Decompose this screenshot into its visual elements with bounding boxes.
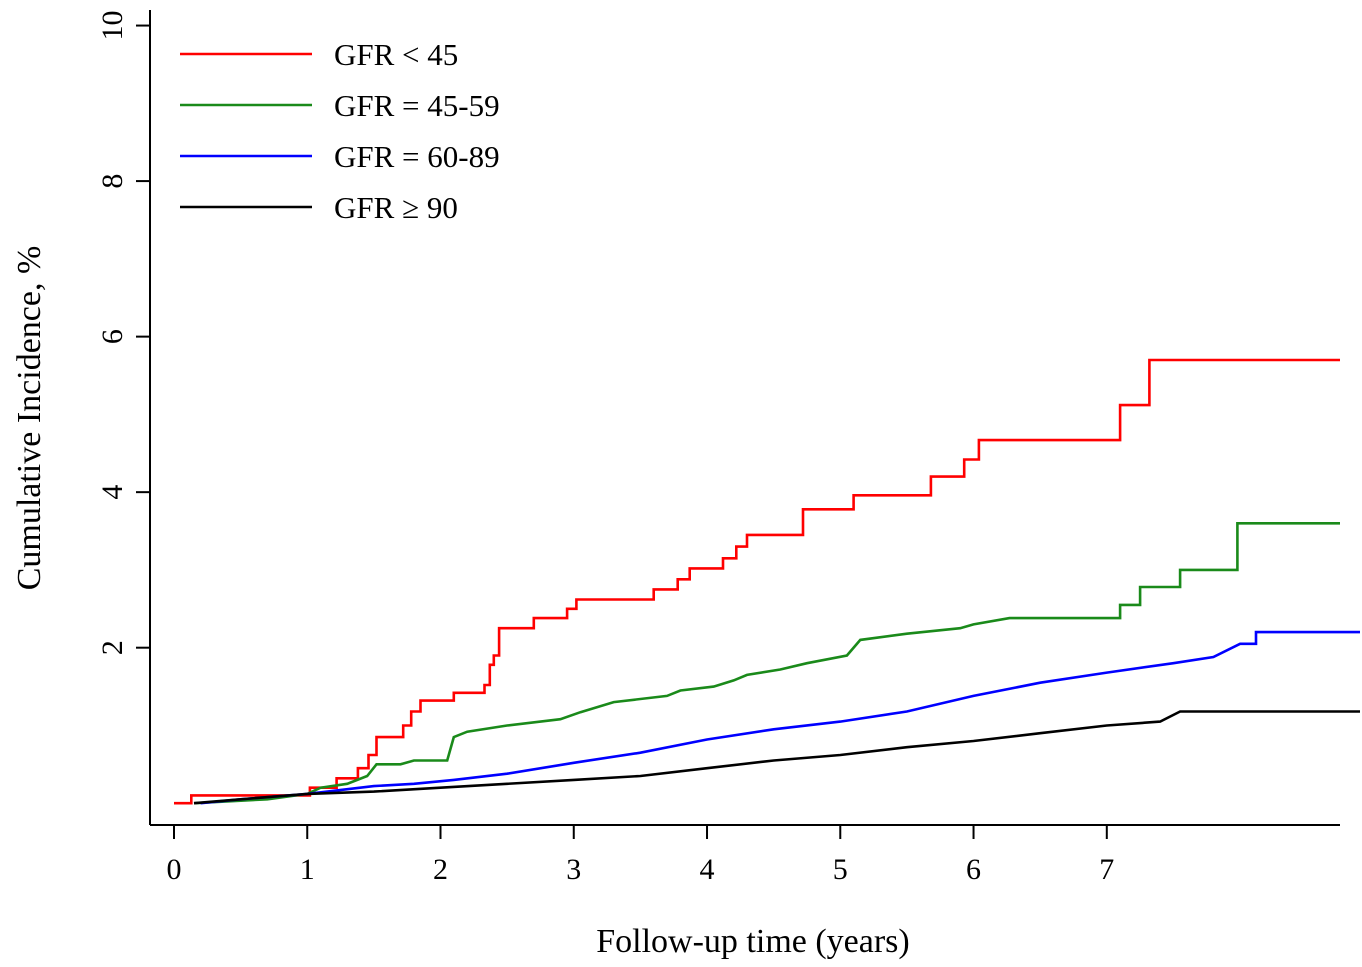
x-axis-title: Follow-up time (years) (596, 923, 910, 960)
series-layer (174, 358, 1360, 805)
y-tick-label: 10 (96, 11, 129, 41)
y-tick-label: 4 (96, 485, 129, 500)
legend-label: GFR < 45 (334, 37, 458, 72)
x-tick-label: 0 (166, 853, 181, 886)
series-line-1 (174, 358, 1340, 805)
y-tick-label: 2 (96, 640, 129, 655)
y-tick-label: 6 (96, 329, 129, 344)
axes: 0 1 2 3 4 5 6 7 2 4 6 8 10 (96, 10, 1340, 886)
x-tick-label: 7 (1099, 853, 1114, 886)
x-tick-label: 2 (433, 853, 448, 886)
y-tick-label: 8 (96, 174, 129, 189)
x-tick-label: 4 (700, 853, 715, 886)
series-line-4 (193, 710, 1360, 805)
x-tick-label: 1 (300, 853, 315, 886)
series-line-2 (193, 522, 1340, 805)
x-tick-label: 6 (966, 853, 981, 886)
x-tick-label: 5 (833, 853, 848, 886)
legend-label: GFR ≥ 90 (334, 190, 458, 225)
legend-label: GFR = 60-89 (334, 139, 500, 174)
series-line-3 (200, 630, 1360, 805)
y-axis-title: Cumulative Incidence, % (11, 246, 48, 591)
x-tick-label: 3 (566, 853, 581, 886)
legend: GFR < 45 GFR = 45-59 GFR = 60-89 GFR ≥ 90 (180, 37, 500, 225)
legend-label: GFR = 45-59 (334, 88, 500, 123)
